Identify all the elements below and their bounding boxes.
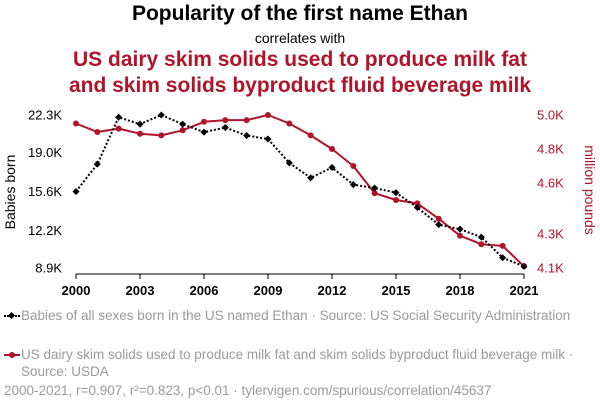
y-left-tick-label: 22.3K — [28, 108, 62, 123]
series2-point — [222, 117, 229, 124]
y-right-tick-label: 4.3K — [537, 227, 564, 242]
y-left-axis-title: Babies born — [2, 155, 18, 230]
series2-point — [478, 241, 485, 248]
chart-title: Popularity of the first name Ethan — [131, 2, 469, 25]
x-tick-label: 2000 — [62, 283, 91, 298]
legend-label-series2: US dairy skim solids used to produce mil… — [21, 347, 574, 379]
x-tick-label: 2018 — [446, 283, 475, 298]
legend-swatch-series2 — [4, 351, 20, 358]
legend-item-series1: Babies of all sexes born in the US named… — [4, 307, 594, 324]
series2-point — [201, 118, 207, 125]
line-chart: 2000 2003 2006 2009 2012 2015 2018 2021 8.9K 12.2… — [2, 108, 598, 299]
series1-point — [221, 124, 229, 132]
series2-point — [329, 146, 335, 152]
series1-point — [264, 135, 272, 143]
x-tick-label: 2015 — [382, 283, 411, 298]
x-tick-label: 2012 — [318, 283, 347, 298]
y-right-axis-title: million pounds — [582, 145, 598, 235]
series1-point — [392, 189, 400, 197]
x-tick-label: 2009 — [254, 283, 283, 298]
legend-label-series1: Babies of all sexes born in the US named… — [21, 308, 571, 323]
series2-point — [307, 132, 314, 139]
series2-point — [286, 120, 293, 127]
series1-point — [285, 159, 293, 167]
series1-point — [328, 163, 336, 172]
chart-title-secondary: US dairy skim solids used to produce mil… — [0, 47, 600, 99]
chart-title-secondary-line2: and skim solids byproduct fluid beverage… — [68, 74, 532, 97]
series2-point — [393, 197, 399, 203]
series1-point — [179, 120, 187, 128]
series2-point — [414, 200, 421, 207]
series2-point — [94, 129, 101, 135]
series1-point — [93, 160, 101, 168]
series1-point — [243, 132, 251, 140]
series1-point — [136, 120, 144, 128]
series2-point — [350, 163, 357, 169]
y-right-tick-label: 4.8K — [537, 142, 564, 157]
series1-point — [477, 233, 485, 241]
y-left-tick-label: 8.9K — [35, 261, 62, 276]
series2-point — [115, 125, 122, 132]
y-left-tick-label: 19.0K — [28, 145, 62, 160]
series2-point — [137, 130, 143, 137]
chart-title-secondary-line1: US dairy skim solids used to produce mil… — [73, 48, 527, 71]
y-right-tick-label: 4.1K — [537, 261, 564, 276]
legend-item-series2: US dairy skim solids used to produce mil… — [4, 346, 594, 380]
series1-point — [371, 184, 379, 192]
series1-point — [115, 113, 123, 121]
series1-point — [499, 254, 507, 262]
series2-point — [179, 127, 186, 134]
series1-point — [157, 111, 165, 119]
series1-point — [200, 128, 208, 136]
series1-point — [520, 262, 528, 270]
series2-point — [499, 242, 506, 249]
y-left-tick-label: 15.6K — [28, 184, 62, 199]
series2-point — [435, 215, 442, 222]
series1-point — [72, 187, 80, 196]
series1-line — [75, 113, 525, 268]
series2-point — [73, 120, 79, 127]
footer-stats: 2000-2021, r=0.907, r²=0.823, p<0.01 · t… — [4, 383, 492, 398]
x-tick-label: 2021 — [510, 283, 539, 298]
series2-point — [457, 232, 463, 239]
chart-subtitle: correlates with — [254, 30, 346, 46]
series1-point — [456, 225, 464, 233]
x-tick-label: 2006 — [190, 283, 219, 298]
x-tick-label: 2003 — [126, 283, 155, 298]
series2-point — [243, 117, 250, 124]
series2-point — [265, 112, 271, 118]
series2-point — [158, 132, 165, 139]
y-right-tick-label: 4.6K — [537, 176, 564, 191]
y-left-tick-label: 12.2K — [28, 223, 62, 238]
series2-line — [75, 114, 525, 268]
y-right-tick-label: 5.0K — [537, 108, 564, 123]
series2-point — [371, 190, 378, 197]
series1-point — [307, 174, 315, 182]
series1-point — [349, 181, 357, 189]
legend-swatch-series1 — [4, 315, 20, 317]
series1-point — [435, 221, 443, 229]
series1-point — [413, 203, 421, 212]
